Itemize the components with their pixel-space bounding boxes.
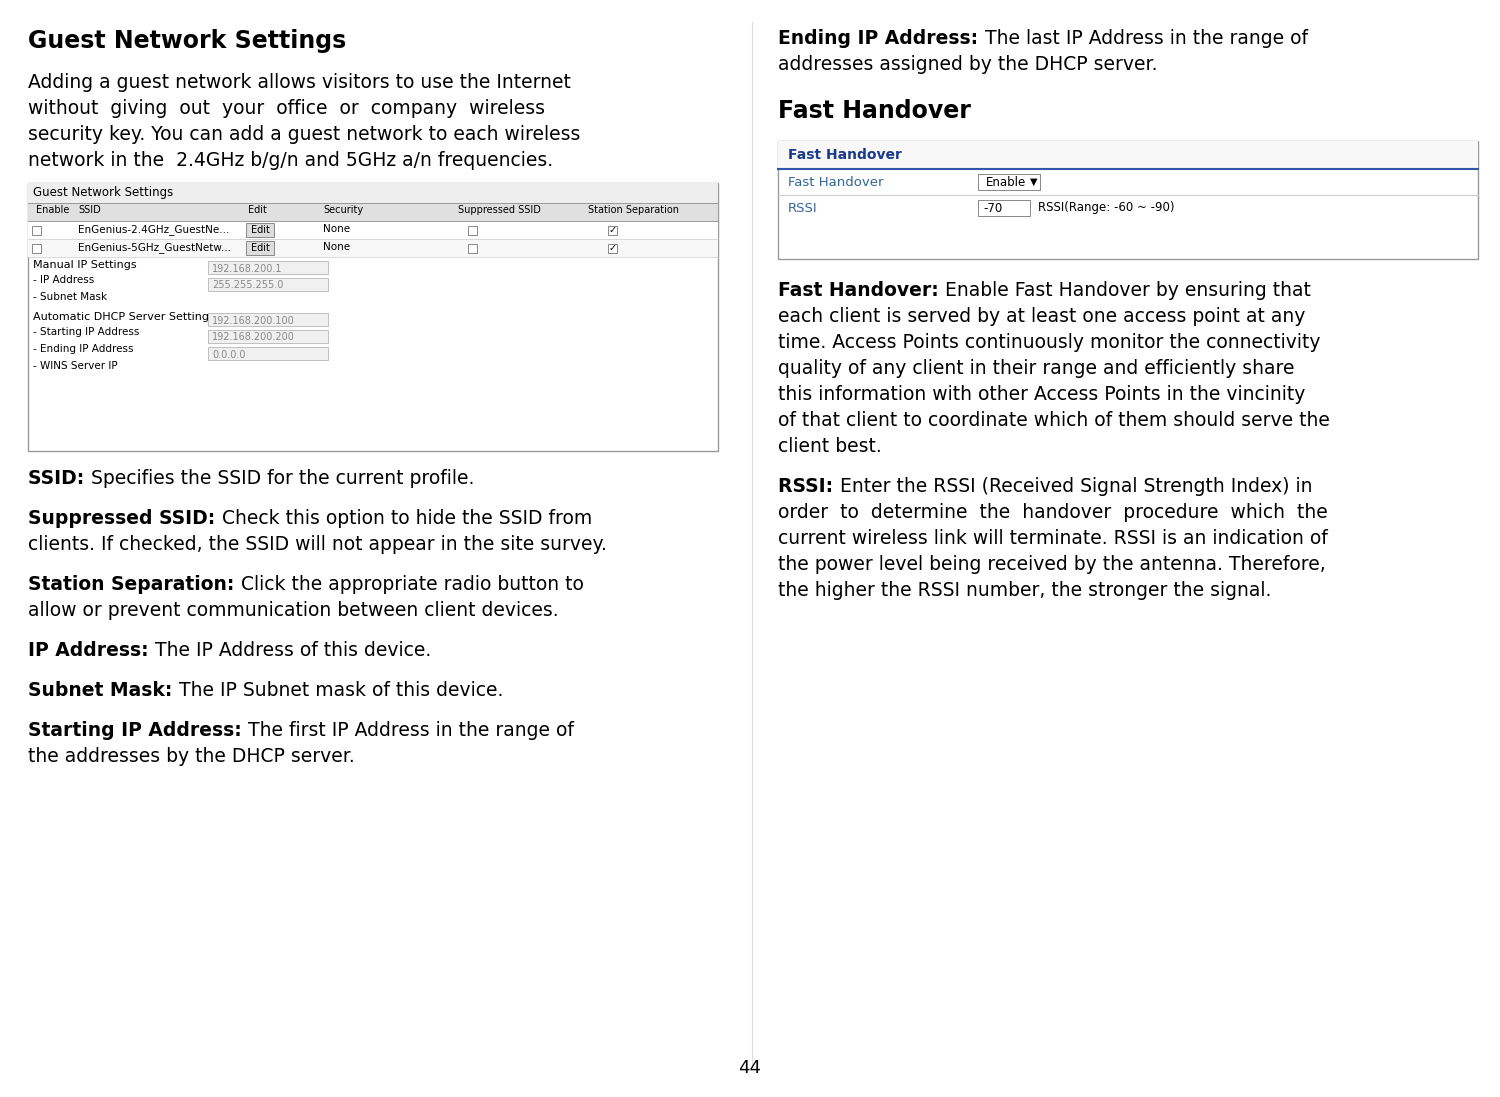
- Bar: [468, 244, 477, 253]
- Text: Fast Handover: Fast Handover: [788, 148, 901, 162]
- Text: - Subnet Mask: - Subnet Mask: [33, 292, 106, 302]
- Bar: [978, 200, 1030, 216]
- Text: - WINS Server IP: - WINS Server IP: [33, 361, 117, 371]
- Text: 44: 44: [738, 1059, 762, 1077]
- Text: without  giving  out  your  office  or  company  wireless: without giving out your office or compan…: [28, 99, 544, 118]
- Text: allow or prevent communication between client devices.: allow or prevent communication between c…: [28, 601, 558, 620]
- Text: The IP Address of this device.: The IP Address of this device.: [154, 641, 432, 660]
- Text: - IP Address: - IP Address: [33, 275, 94, 285]
- Bar: [246, 223, 274, 237]
- Text: order  to  determine  the  handover  procedure  which  the: order to determine the handover procedur…: [778, 504, 1328, 522]
- Text: RSSI:: RSSI:: [778, 477, 840, 496]
- Text: Guest Network Settings: Guest Network Settings: [28, 29, 347, 53]
- Text: RSSI(Range: -60 ~ -90): RSSI(Range: -60 ~ -90): [1038, 202, 1174, 215]
- Text: Specifies the SSID for the current profile.: Specifies the SSID for the current profi…: [90, 470, 474, 488]
- Text: the addresses by the DHCP server.: the addresses by the DHCP server.: [28, 747, 354, 766]
- Bar: [28, 183, 718, 203]
- Text: 192.168.200.1: 192.168.200.1: [211, 263, 282, 273]
- Bar: [28, 203, 718, 220]
- Text: Enable: Enable: [36, 205, 69, 215]
- Bar: [468, 226, 477, 235]
- Bar: [778, 142, 1478, 259]
- Text: ▼: ▼: [1030, 177, 1038, 186]
- Text: Station Separation: Station Separation: [588, 205, 680, 215]
- Text: the higher the RSSI number, the stronger the signal.: the higher the RSSI number, the stronger…: [778, 581, 1272, 600]
- Bar: [28, 183, 718, 451]
- Text: 192.168.200.200: 192.168.200.200: [211, 332, 296, 342]
- Text: clients. If checked, the SSID will not appear in the site survey.: clients. If checked, the SSID will not a…: [28, 535, 608, 554]
- Text: 192.168.200.100: 192.168.200.100: [211, 316, 294, 326]
- Text: SSID:: SSID:: [28, 470, 90, 488]
- Text: Subnet Mask:: Subnet Mask:: [28, 681, 178, 700]
- Text: -70: -70: [982, 202, 1002, 215]
- Text: EnGenius-2.4GHz_GuestNe...: EnGenius-2.4GHz_GuestNe...: [78, 224, 230, 235]
- Text: security key. You can add a guest network to each wireless: security key. You can add a guest networ…: [28, 125, 580, 144]
- Text: The last IP Address in the range of: The last IP Address in the range of: [984, 29, 1308, 48]
- Text: IP Address:: IP Address:: [28, 641, 154, 660]
- Text: Guest Network Settings: Guest Network Settings: [33, 186, 172, 199]
- Bar: [209, 261, 328, 274]
- Bar: [32, 244, 40, 253]
- Text: 255.255.255.0: 255.255.255.0: [211, 281, 284, 291]
- Bar: [608, 244, 616, 253]
- Text: SSID: SSID: [78, 205, 101, 215]
- Bar: [32, 226, 40, 235]
- Text: 0.0.0.0: 0.0.0.0: [211, 350, 246, 360]
- Text: None: None: [322, 224, 350, 234]
- Text: Fast Handover: Fast Handover: [778, 99, 970, 123]
- Text: RSSI: RSSI: [788, 202, 818, 215]
- Text: addresses assigned by the DHCP server.: addresses assigned by the DHCP server.: [778, 55, 1158, 73]
- Bar: [608, 226, 616, 235]
- Text: client best.: client best.: [778, 437, 882, 456]
- Text: - Ending IP Address: - Ending IP Address: [33, 344, 134, 354]
- Text: this information with other Access Points in the vincinity: this information with other Access Point…: [778, 385, 1305, 404]
- Text: the power level being received by the antenna. Therefore,: the power level being received by the an…: [778, 555, 1326, 574]
- Text: Check this option to hide the SSID from: Check this option to hide the SSID from: [222, 509, 592, 528]
- Text: ✓: ✓: [609, 226, 616, 236]
- Text: Edit: Edit: [248, 205, 267, 215]
- Bar: [28, 239, 718, 257]
- Text: Enable Fast Handover by ensuring that: Enable Fast Handover by ensuring that: [945, 281, 1311, 299]
- Text: EnGenius-5GHz_GuestNetw...: EnGenius-5GHz_GuestNetw...: [78, 242, 231, 253]
- Text: Suppressed SSID: Suppressed SSID: [458, 205, 542, 215]
- Bar: [778, 142, 1478, 169]
- Text: Click the appropriate radio button to: Click the appropriate radio button to: [242, 575, 584, 593]
- Text: Adding a guest network allows visitors to use the Internet: Adding a guest network allows visitors t…: [28, 73, 572, 92]
- Text: Suppressed SSID:: Suppressed SSID:: [28, 509, 222, 528]
- Text: Edit: Edit: [251, 225, 270, 235]
- Bar: [209, 347, 328, 360]
- Text: None: None: [322, 242, 350, 252]
- Text: time. Access Points continuously monitor the connectivity: time. Access Points continuously monitor…: [778, 333, 1320, 352]
- Text: Ending IP Address:: Ending IP Address:: [778, 29, 984, 48]
- Text: Starting IP Address:: Starting IP Address:: [28, 721, 249, 740]
- Text: ✓: ✓: [609, 244, 616, 253]
- Text: of that client to coordinate which of them should serve the: of that client to coordinate which of th…: [778, 411, 1330, 430]
- Text: Edit: Edit: [251, 244, 270, 253]
- Bar: [209, 278, 328, 291]
- Bar: [246, 241, 274, 255]
- Text: Security: Security: [322, 205, 363, 215]
- Text: Manual IP Settings: Manual IP Settings: [33, 260, 136, 270]
- Text: current wireless link will terminate. RSSI is an indication of: current wireless link will terminate. RS…: [778, 529, 1328, 548]
- Text: Fast Handover:: Fast Handover:: [778, 281, 945, 299]
- Text: network in the  2.4GHz b/g/n and 5GHz a/n frequencies.: network in the 2.4GHz b/g/n and 5GHz a/n…: [28, 151, 554, 170]
- Text: - Starting IP Address: - Starting IP Address: [33, 327, 140, 337]
- Bar: [28, 220, 718, 239]
- Bar: [978, 174, 1040, 190]
- Text: The first IP Address in the range of: The first IP Address in the range of: [249, 721, 574, 740]
- Text: Station Separation:: Station Separation:: [28, 575, 242, 593]
- Text: quality of any client in their range and efficiently share: quality of any client in their range and…: [778, 359, 1294, 378]
- Text: Enter the RSSI (Received Signal Strength Index) in: Enter the RSSI (Received Signal Strength…: [840, 477, 1312, 496]
- Text: Enable: Enable: [986, 176, 1026, 189]
- Text: each client is served by at least one access point at any: each client is served by at least one ac…: [778, 307, 1305, 326]
- Text: Automatic DHCP Server Settings: Automatic DHCP Server Settings: [33, 312, 214, 323]
- Text: The IP Subnet mask of this device.: The IP Subnet mask of this device.: [178, 681, 503, 700]
- Bar: [209, 330, 328, 343]
- Text: Fast Handover: Fast Handover: [788, 176, 883, 189]
- Bar: [209, 313, 328, 326]
